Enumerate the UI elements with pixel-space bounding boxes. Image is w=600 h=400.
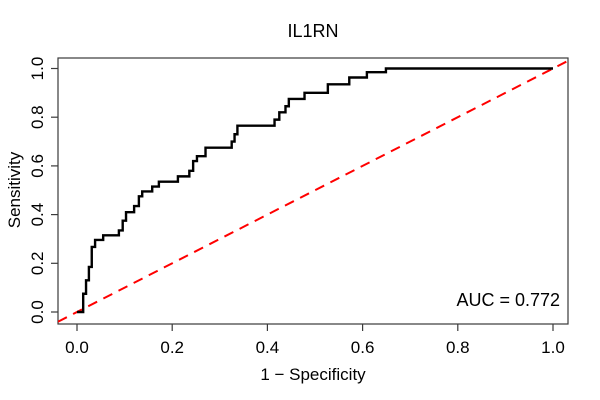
y-tick-label: 0.6 [28, 154, 47, 178]
plot-box [57, 57, 569, 325]
x-axis-ticks: 0.0 0.2 0.4 0.6 0.8 1.0 [65, 324, 565, 357]
y-axis-label: Sensitivity [5, 151, 24, 229]
roc-curve [77, 67, 553, 314]
chart-title: IL1RN [287, 21, 339, 41]
x-tick-label: 0.8 [446, 338, 470, 357]
y-axis-ticks: 0.0 0.2 0.4 0.6 0.8 1.0 [28, 57, 58, 324]
x-tick-label: 0.4 [256, 338, 280, 357]
y-tick-label: 1.0 [28, 57, 47, 81]
y-tick-label: 0.0 [28, 300, 47, 324]
y-tick-label: 0.4 [28, 203, 47, 227]
x-tick-label: 0.0 [65, 338, 89, 357]
y-tick-label: 0.8 [28, 105, 47, 129]
x-tick-label: 1.0 [541, 338, 565, 357]
x-tick-label: 0.6 [351, 338, 375, 357]
y-tick-label: 0.2 [28, 251, 47, 275]
x-tick-label: 0.2 [160, 338, 184, 357]
x-axis-label: 1 − Specificity [260, 365, 366, 384]
chance-diagonal-line [58, 59, 568, 323]
auc-annotation: AUC = 0.772 [456, 290, 560, 310]
